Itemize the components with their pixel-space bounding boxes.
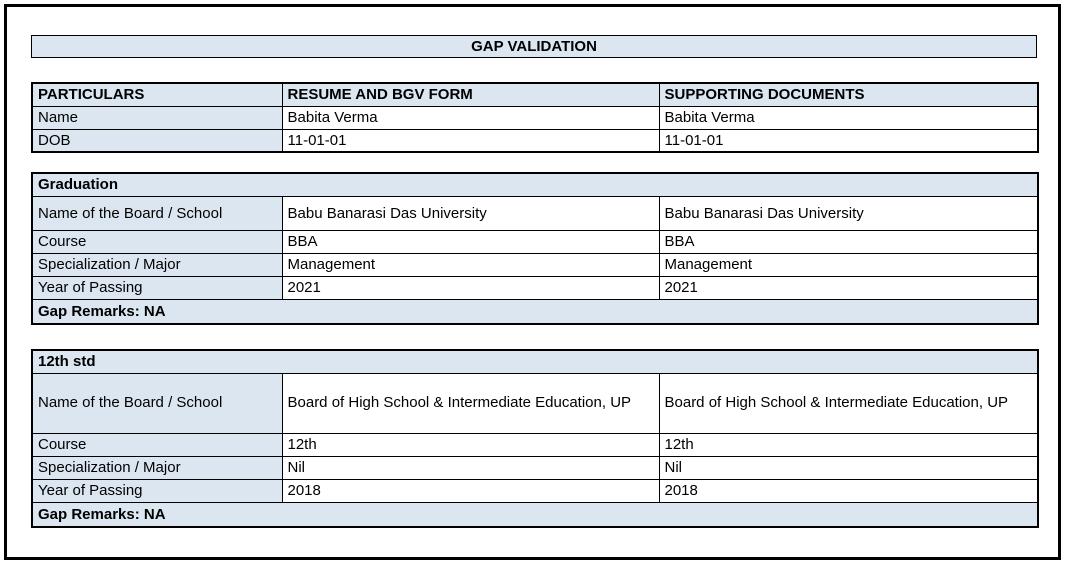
supporting-value-cell: BBA: [658, 229, 1039, 254]
resume-value-cell: Management: [281, 252, 660, 277]
section-heading: Graduation: [31, 172, 1039, 197]
resume-value-cell: 12th: [281, 432, 660, 457]
document-content: GAP VALIDATION PARTICULARS RESUME AND BG…: [31, 35, 1039, 528]
supporting-value-cell: 2018: [658, 478, 1039, 503]
supporting-value-cell: 11-01-01: [658, 128, 1039, 153]
row-label-cell: Name: [31, 105, 283, 130]
row-label-cell: Year of Passing: [31, 478, 283, 503]
row-label-cell: Specialization / Major: [31, 455, 283, 480]
particulars-table: PARTICULARS RESUME AND BGV FORM SUPPORTI…: [31, 82, 1039, 153]
graduation-section-table: Graduation Name of the Board / School Ba…: [31, 172, 1039, 325]
section-heading-row: Graduation: [31, 172, 1039, 197]
row-label-cell: Course: [31, 229, 283, 254]
gap-remarks-row: Gap Remarks: NA: [31, 501, 1039, 528]
resume-value-cell: 2018: [281, 478, 660, 503]
section-heading: 12th std: [31, 349, 1039, 374]
table-header-row: PARTICULARS RESUME AND BGV FORM SUPPORTI…: [31, 82, 1039, 107]
table-row-year-of-passing: Year of Passing 2021 2021: [31, 275, 1039, 300]
table-row-course: Course BBA BBA: [31, 229, 1039, 254]
resume-value-cell: 11-01-01: [281, 128, 660, 153]
table-row-specialization: Specialization / Major Nil Nil: [31, 455, 1039, 480]
twelfth-std-section-table: 12th std Name of the Board / School Boar…: [31, 349, 1039, 528]
resume-value-cell: Babita Verma: [281, 105, 660, 130]
row-label-cell: Specialization / Major: [31, 252, 283, 277]
supporting-value-cell: Nil: [658, 455, 1039, 480]
resume-value-cell: Babu Banarasi Das University: [281, 195, 660, 231]
row-label-cell: Year of Passing: [31, 275, 283, 300]
column-header-supporting-documents: SUPPORTING DOCUMENTS: [658, 82, 1039, 107]
table-row-name: Name Babita Verma Babita Verma: [31, 105, 1039, 130]
row-label-cell: Name of the Board / School: [31, 372, 283, 434]
table-row-board-school: Name of the Board / School Board of High…: [31, 372, 1039, 434]
resume-value-cell: Nil: [281, 455, 660, 480]
table-row-board-school: Name of the Board / School Babu Banarasi…: [31, 195, 1039, 231]
section-heading-row: 12th std: [31, 349, 1039, 374]
table-row-course: Course 12th 12th: [31, 432, 1039, 457]
table-row-year-of-passing: Year of Passing 2018 2018: [31, 478, 1039, 503]
row-label-cell: DOB: [31, 128, 283, 153]
supporting-value-cell: 12th: [658, 432, 1039, 457]
gap-remarks: Gap Remarks: NA: [31, 298, 1039, 325]
column-header-particulars: PARTICULARS: [31, 82, 283, 107]
title-bar: GAP VALIDATION: [31, 35, 1037, 58]
gap-remarks: Gap Remarks: NA: [31, 501, 1039, 528]
gap-remarks-row: Gap Remarks: NA: [31, 298, 1039, 325]
page-title: GAP VALIDATION: [471, 38, 597, 55]
table-row-specialization: Specialization / Major Management Manage…: [31, 252, 1039, 277]
table-row-dob: DOB 11-01-01 11-01-01: [31, 128, 1039, 153]
supporting-value-cell: 2021: [658, 275, 1039, 300]
supporting-value-cell: Babita Verma: [658, 105, 1039, 130]
supporting-value-cell: Management: [658, 252, 1039, 277]
resume-value-cell: Board of High School & Intermediate Educ…: [281, 372, 660, 434]
row-label-cell: Course: [31, 432, 283, 457]
row-label-cell: Name of the Board / School: [31, 195, 283, 231]
column-header-resume-bgv-form: RESUME AND BGV FORM: [281, 82, 660, 107]
resume-value-cell: 2021: [281, 275, 660, 300]
resume-value-cell: BBA: [281, 229, 660, 254]
supporting-value-cell: Board of High School & Intermediate Educ…: [658, 372, 1039, 434]
supporting-value-cell: Babu Banarasi Das University: [658, 195, 1039, 231]
